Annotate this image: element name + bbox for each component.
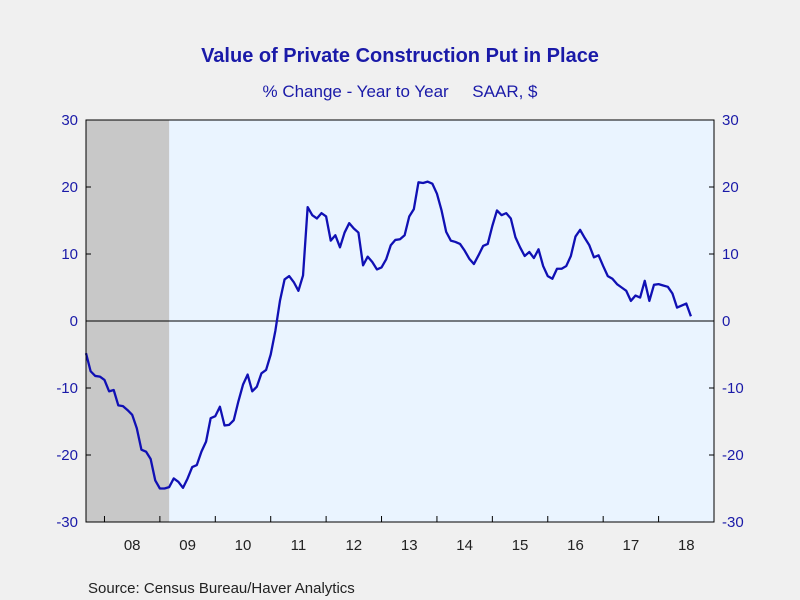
x-tick-label: 15 — [512, 537, 529, 554]
y-tick-label-left: 10 — [61, 246, 78, 263]
y-tick-label-right: 10 — [722, 246, 739, 263]
x-tick-label: 11 — [291, 537, 307, 554]
left-axis: -30 -20 -10 0 10 20 30 — [56, 112, 91, 531]
x-tick-label: 08 — [124, 537, 141, 554]
y-tick-label-left: 0 — [70, 313, 78, 330]
x-tick-label: 10 — [235, 537, 252, 554]
y-tick-label-right: 20 — [722, 179, 739, 196]
x-tick-label: 13 — [401, 537, 418, 554]
y-tick-label-left: -30 — [56, 514, 78, 531]
x-tick-label: 09 — [179, 537, 196, 554]
y-tick-label-left: 20 — [61, 179, 78, 196]
plot-frame — [85, 119, 715, 523]
y-tick-label-left: 30 — [61, 112, 78, 129]
x-tick-label: 18 — [678, 537, 695, 554]
x-tick-label: 12 — [345, 537, 362, 554]
y-tick-label-right: 30 — [722, 112, 739, 129]
x-tick-label: 17 — [623, 537, 640, 554]
y-tick-label-left: -10 — [56, 380, 78, 397]
y-tick-label-right: -20 — [722, 447, 744, 464]
x-tick-label: 16 — [567, 537, 584, 554]
y-tick-label-right: -30 — [722, 514, 744, 531]
y-tick-label-left: -20 — [56, 447, 78, 464]
y-tick-label-right: 0 — [722, 313, 730, 330]
x-tick-label: 14 — [456, 537, 473, 554]
source-note: Source: Census Bureau/Haver Analytics — [88, 580, 355, 597]
chart-subtitle: % Change - Year to Year SAAR, $ — [262, 82, 538, 101]
x-axis: 08 09 10 11 12 13 14 15 16 17 18 — [103, 516, 715, 554]
y-tick-label-right: -10 — [722, 380, 744, 397]
right-axis: -30 -20 -10 0 10 20 30 — [709, 112, 744, 531]
series-line — [84, 180, 692, 490]
chart-title: Value of Private Construction Put in Pla… — [201, 45, 599, 67]
